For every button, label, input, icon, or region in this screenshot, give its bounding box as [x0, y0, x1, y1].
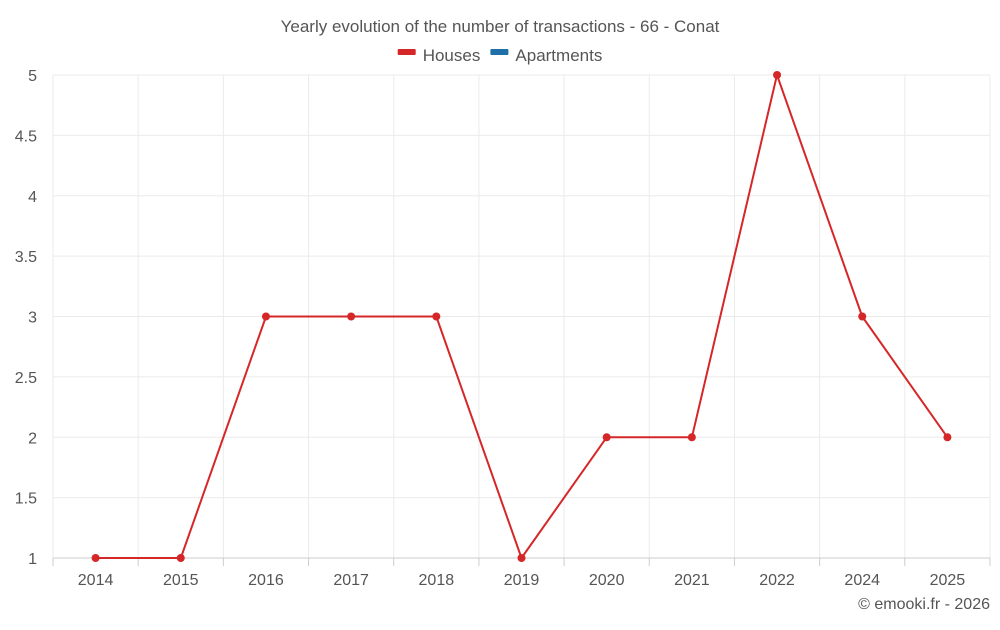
data-point-houses: [91, 554, 100, 562]
y-tick-label: 1: [28, 551, 37, 568]
x-tick-label: 2018: [419, 572, 455, 589]
y-tick-label: 3.5: [15, 249, 37, 266]
x-tick-label: 2022: [759, 572, 795, 589]
data-point-houses: [943, 433, 952, 442]
x-tick-label: 2024: [844, 572, 880, 589]
credit-text: © emooki.fr - 2026: [858, 596, 990, 613]
data-point-houses: [517, 554, 526, 562]
data-point-houses: [432, 312, 441, 321]
data-point-houses: [261, 312, 270, 321]
x-tick-label: 2025: [930, 572, 966, 589]
x-tick-label: 2019: [504, 572, 540, 589]
legend-item-houses[interactable]: Houses: [397, 46, 481, 65]
y-tick-label: 2.5: [15, 370, 37, 387]
data-point-houses: [347, 312, 356, 321]
series-layer: [91, 71, 952, 562]
legend-label: Apartments: [515, 46, 602, 65]
x-tick-label: 2021: [674, 572, 710, 589]
y-tick-label: 2: [28, 430, 37, 447]
grid-lines: [52, 74, 991, 559]
data-point-houses: [687, 433, 696, 442]
y-tick-label: 4: [28, 189, 37, 206]
chart-title: Yearly evolution of the number of transa…: [281, 17, 720, 36]
legend-swatch: [490, 49, 509, 55]
data-point-houses: [858, 312, 867, 321]
data-point-houses: [773, 71, 782, 79]
legend-label: Houses: [423, 46, 481, 65]
y-tick-label: 5: [28, 68, 37, 85]
x-tick-label: 2016: [248, 572, 284, 589]
data-point-houses: [176, 554, 185, 562]
x-tick-label: 2017: [333, 572, 369, 589]
y-axis: 1 1.5 2 2.5 3 3.5 4 4.5 5: [15, 68, 37, 568]
legend-swatch: [397, 49, 416, 55]
y-tick-label: 1.5: [15, 491, 37, 508]
legend-item-apartments[interactable]: Apartments: [490, 46, 602, 65]
y-tick-label: 3: [28, 310, 37, 327]
y-tick-label: 4.5: [15, 128, 37, 145]
x-tick-label: 2015: [163, 572, 199, 589]
x-tick-label: 2020: [589, 572, 625, 589]
legend: Houses Apartments: [397, 46, 602, 65]
x-axis: 2014 2015 2016 2017 2018 2019 2020 2021 2022 2024…: [52, 557, 991, 589]
x-tick-label: 2014: [78, 572, 114, 589]
data-point-houses: [602, 433, 611, 442]
